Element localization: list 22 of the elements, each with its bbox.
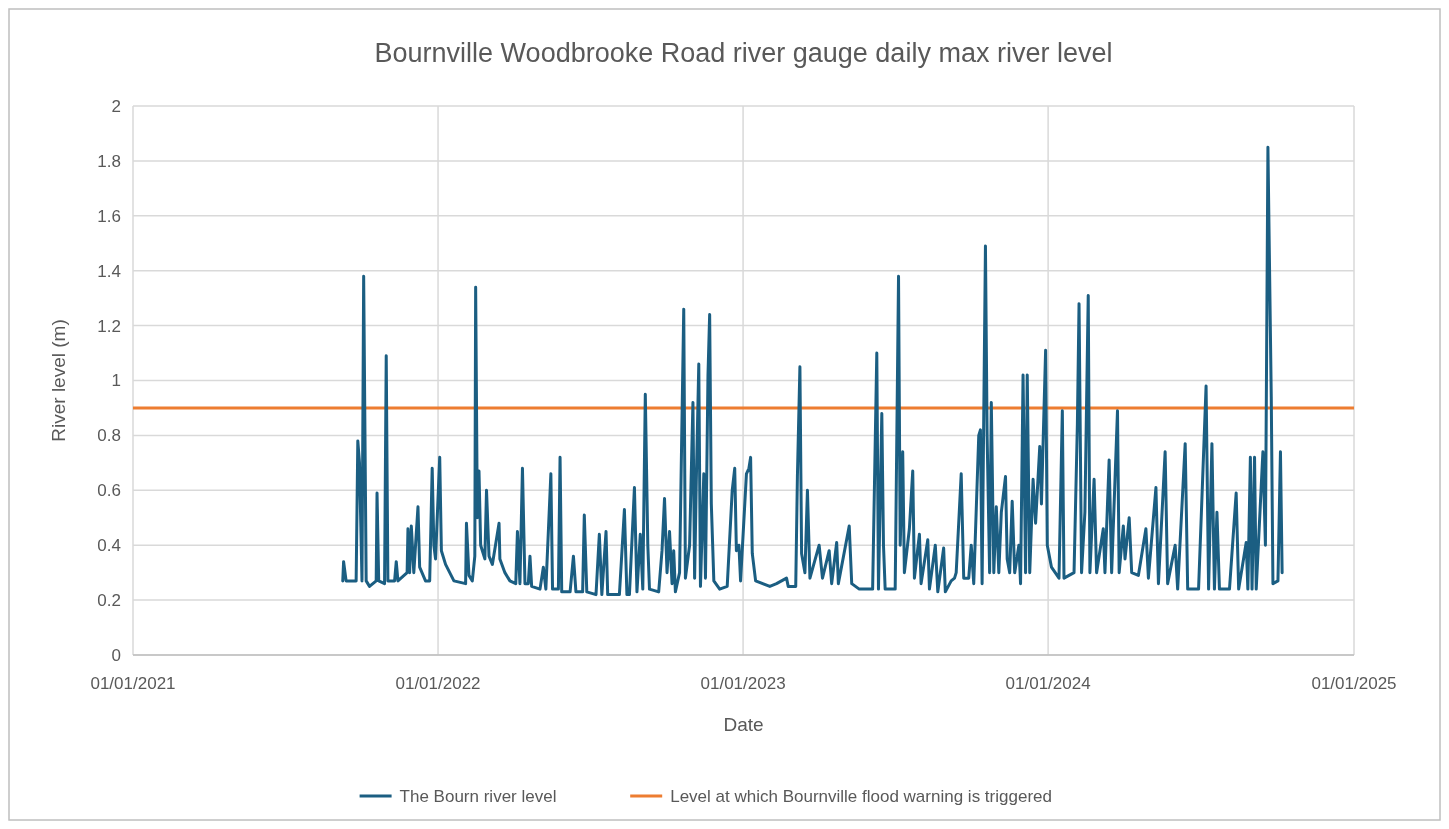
y-tick-label: 1.2 [97, 316, 121, 336]
y-tick-label: 2 [111, 96, 121, 116]
chart-title: Bournville Woodbrooke Road river gauge daily max river level [374, 38, 1113, 68]
y-tick-label: 1.8 [97, 151, 121, 171]
y-tick-label: 0.6 [97, 481, 121, 501]
x-tick-label: 01/01/2023 [700, 674, 786, 693]
y-tick-label: 0.4 [97, 536, 121, 556]
y-tick-label: 1 [111, 371, 121, 391]
y-tick-label: 0.2 [97, 591, 121, 611]
x-tick-label: 01/01/2024 [1005, 674, 1091, 693]
x-tick-label: 01/01/2022 [395, 674, 481, 693]
legend-label: The Bourn river level [399, 786, 557, 806]
legend-label: Level at which Bournville flood warning is triggered [670, 786, 1052, 806]
x-tick-label: 01/01/2021 [90, 674, 176, 693]
x-tick-label: 01/01/2025 [1311, 674, 1397, 693]
y-tick-label: 0 [111, 645, 121, 665]
x-axis-title: Date [723, 714, 764, 735]
y-axis-title: River level (m) [48, 319, 69, 442]
y-tick-label: 0.8 [97, 426, 121, 446]
y-tick-label: 1.4 [97, 261, 121, 281]
y-tick-label: 1.6 [97, 206, 121, 226]
line-series [341, 145, 1284, 597]
